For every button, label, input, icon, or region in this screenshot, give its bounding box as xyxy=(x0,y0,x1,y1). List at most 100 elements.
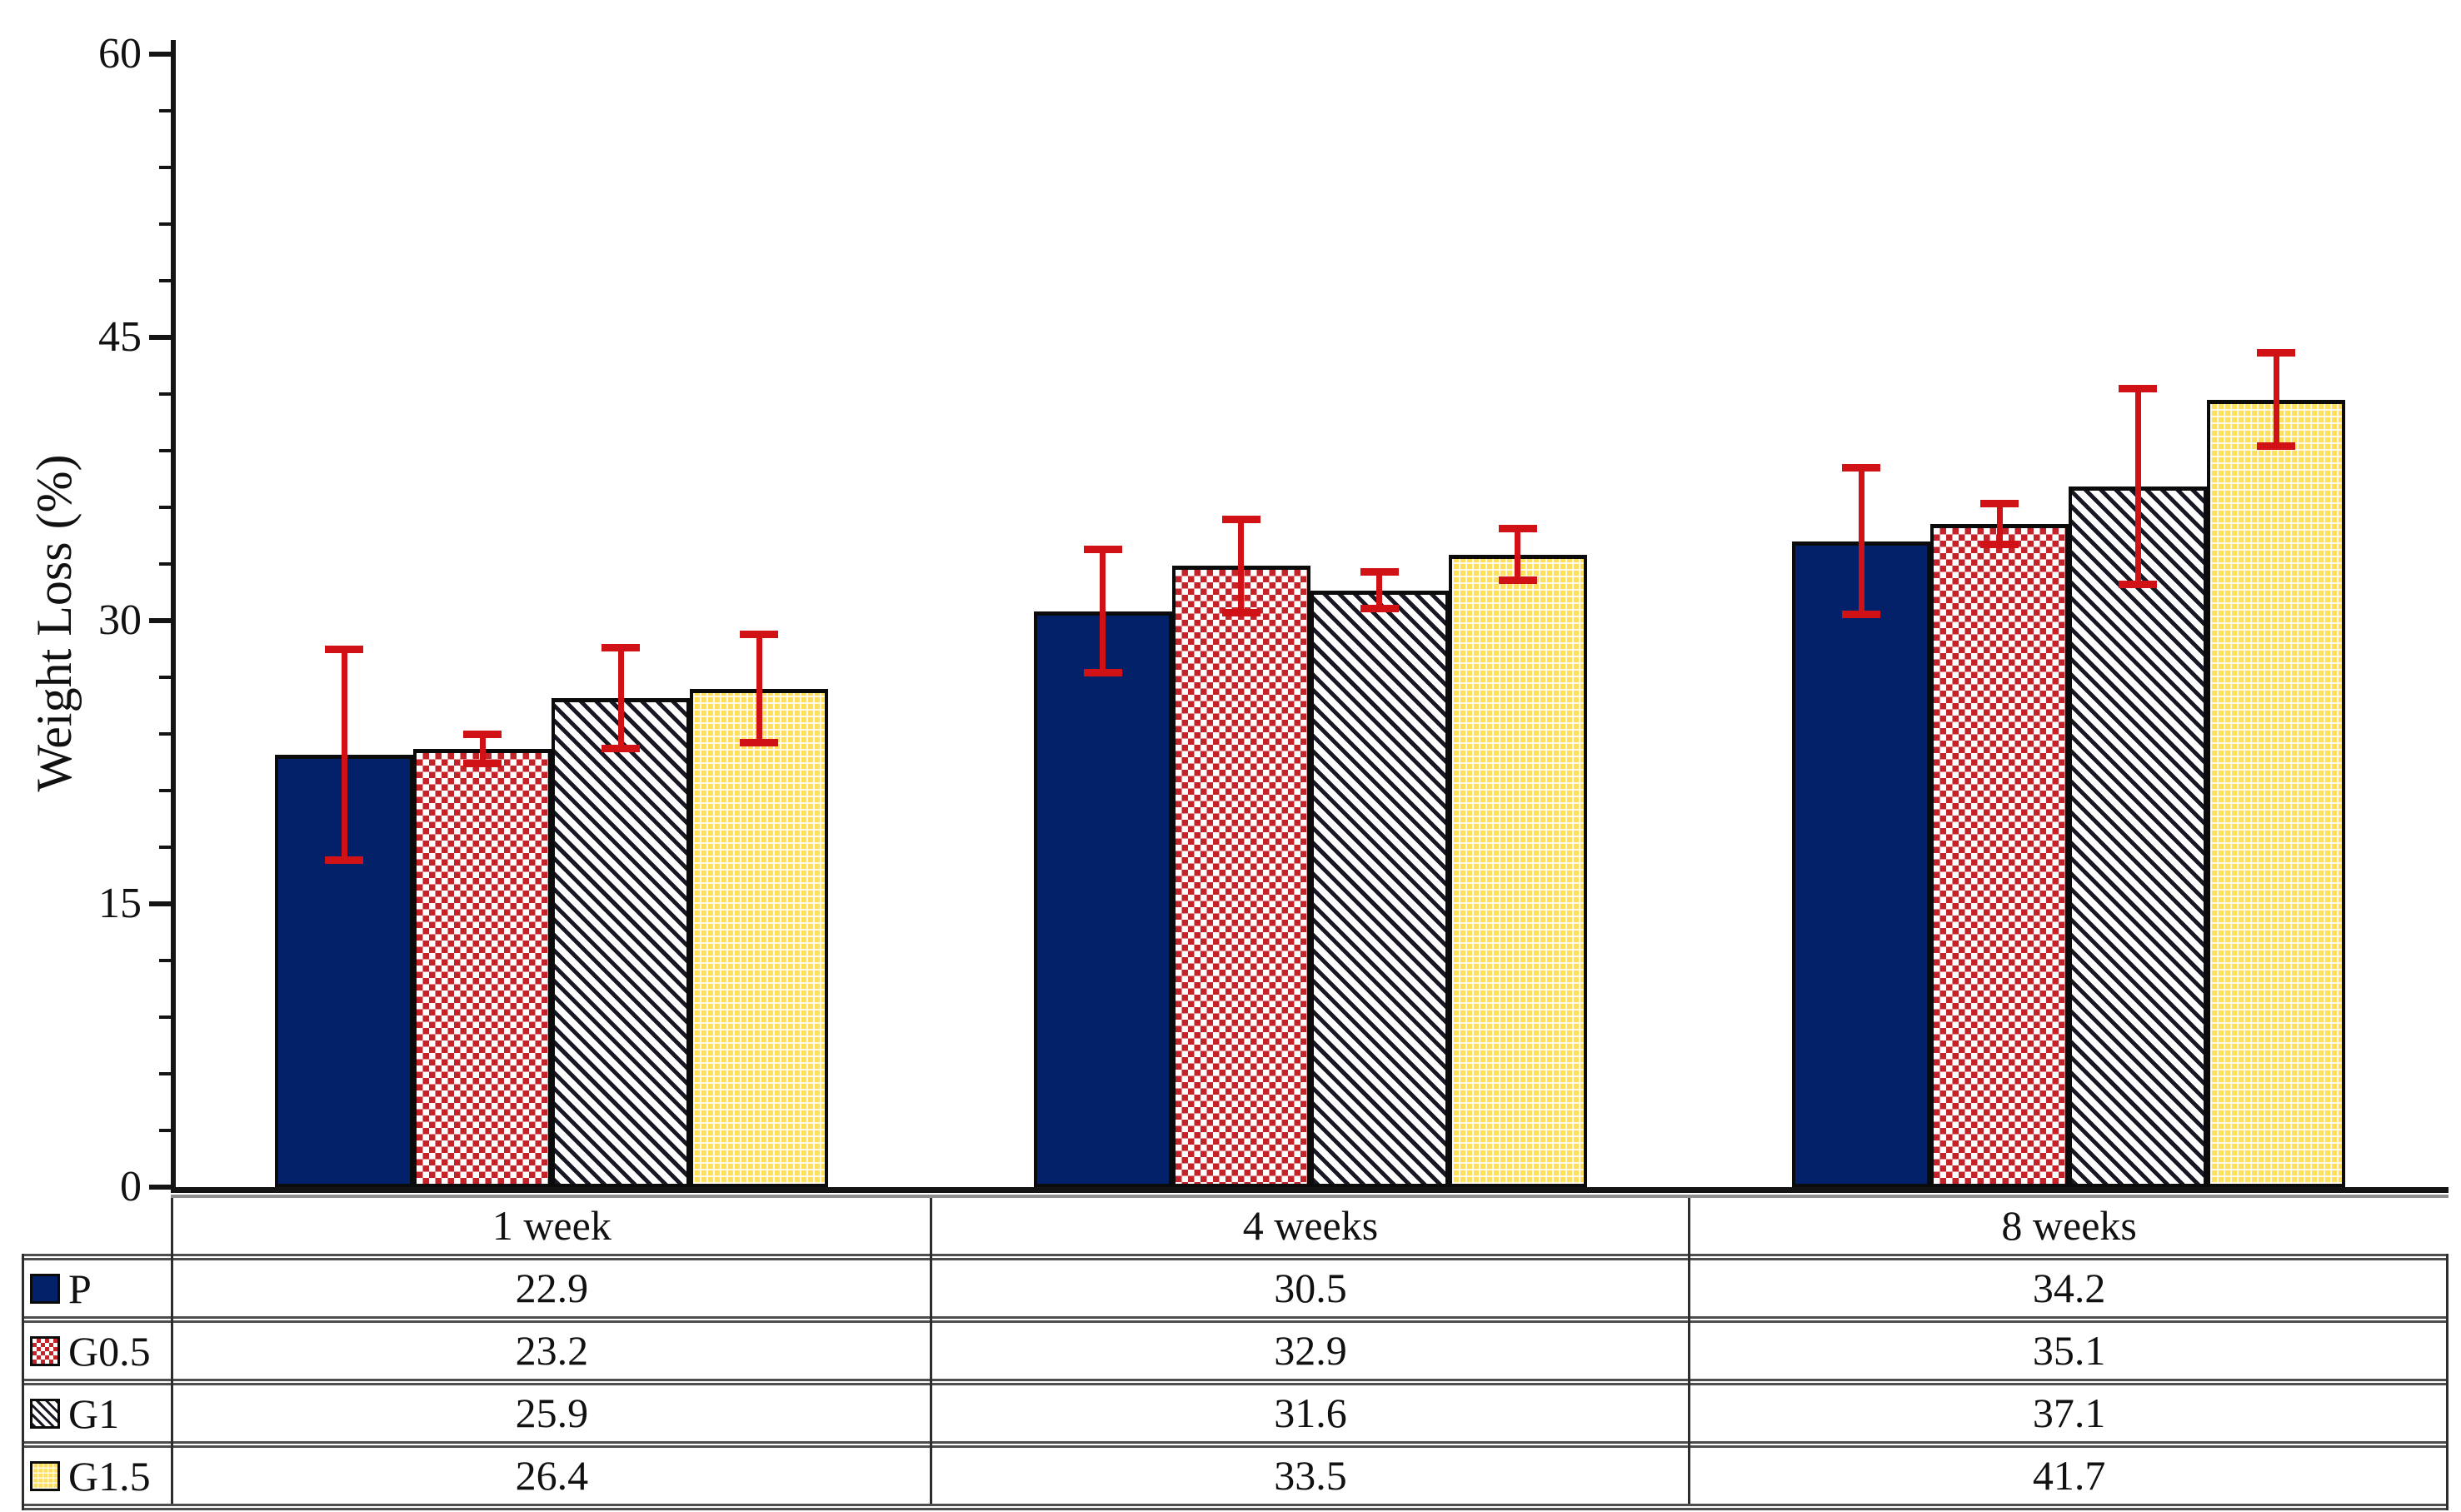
error-bar-P-8 weeks xyxy=(1858,467,1864,616)
legend-label: G1.5 xyxy=(68,1453,151,1500)
table-right-border xyxy=(2446,1254,2449,1510)
table-value-cell: 26.4 xyxy=(515,1452,589,1499)
y-major-tick xyxy=(149,901,171,906)
error-cap-bottom xyxy=(1980,541,2019,549)
bar-P-4 weeks xyxy=(1033,611,1172,1187)
table-value-cell: 34.2 xyxy=(2032,1265,2106,1311)
y-minor-tick xyxy=(159,958,171,962)
error-cap-top xyxy=(463,730,502,738)
y-minor-tick xyxy=(159,731,171,736)
table-value-cell: 32.9 xyxy=(1274,1327,1347,1374)
legend-label: P xyxy=(68,1265,92,1312)
error-cap-bottom xyxy=(1221,608,1260,616)
legend-swatch-G1.5 xyxy=(30,1461,60,1491)
y-minor-tick xyxy=(159,165,171,169)
table-legend-cell-G0.5: G0.5 xyxy=(30,1324,172,1379)
error-bar-P-1 week xyxy=(341,648,347,861)
y-minor-tick xyxy=(159,392,171,396)
table-horizontal-border xyxy=(22,1441,2449,1448)
x-axis-line xyxy=(171,1187,2449,1193)
table-legend-cell-G1.5: G1.5 xyxy=(30,1449,172,1504)
error-bar-G0.5-4 weeks xyxy=(1238,518,1245,613)
legend-swatch-P xyxy=(30,1274,60,1304)
error-cap-bottom xyxy=(1842,611,1881,619)
error-bar-G1.5-1 week xyxy=(756,633,762,744)
error-bar-G0.5-1 week xyxy=(479,733,486,765)
y-major-tick xyxy=(149,617,171,623)
bar-G1.5-4 weeks xyxy=(1448,554,1587,1187)
table-column-divider xyxy=(171,1198,173,1504)
y-tick-label: 0 xyxy=(120,1163,142,1210)
bar-G1.5-8 weeks xyxy=(2207,399,2346,1187)
y-tick-label: 15 xyxy=(98,879,142,927)
y-major-tick xyxy=(149,334,171,340)
error-bar-G1.5-4 weeks xyxy=(1515,527,1521,581)
error-cap-top xyxy=(325,645,363,653)
table-value-cell: 30.5 xyxy=(1274,1265,1347,1311)
table-value-cell: 35.1 xyxy=(2032,1327,2106,1374)
y-minor-tick xyxy=(159,1128,171,1132)
error-cap-top xyxy=(1980,500,2019,508)
error-cap-top xyxy=(1842,464,1881,472)
table-horizontal-border xyxy=(22,1379,2449,1385)
error-cap-top xyxy=(1083,545,1122,553)
y-minor-tick xyxy=(159,108,171,112)
y-major-tick xyxy=(149,1185,171,1190)
table-value-cell: 33.5 xyxy=(1274,1452,1347,1499)
error-cap-bottom xyxy=(740,739,778,747)
error-cap-top xyxy=(1360,568,1399,576)
bar-G0.5-4 weeks xyxy=(1171,566,1310,1187)
error-bar-G0.5-8 weeks xyxy=(1996,503,2003,546)
error-bar-G1.5-8 weeks xyxy=(2273,352,2279,447)
error-cap-bottom xyxy=(1083,669,1122,677)
y-minor-tick xyxy=(159,505,171,509)
error-cap-top xyxy=(2257,349,2296,357)
bar-G1-1 week xyxy=(552,697,690,1187)
y-minor-tick xyxy=(159,448,171,452)
legend-swatch-G0.5 xyxy=(30,1336,60,1366)
y-tick-label: 30 xyxy=(98,596,142,644)
table-column-divider xyxy=(1688,1198,1691,1504)
error-bar-P-4 weeks xyxy=(1100,548,1106,674)
table-value-cell: 22.9 xyxy=(515,1265,589,1311)
error-cap-top xyxy=(1221,515,1260,523)
table-value-cell: 41.7 xyxy=(2032,1452,2106,1499)
error-cap-top xyxy=(2119,385,2158,393)
error-bar-G1-1 week xyxy=(617,646,624,750)
legend-swatch-G1 xyxy=(30,1399,60,1429)
y-minor-tick xyxy=(159,675,171,679)
y-minor-tick xyxy=(159,278,171,282)
x-category-label: 8 weeks xyxy=(2001,1202,2137,1249)
error-cap-top xyxy=(602,643,640,651)
error-cap-bottom xyxy=(2119,580,2158,588)
error-cap-bottom xyxy=(2257,442,2296,451)
table-legend-cell-P: P xyxy=(30,1261,172,1316)
y-minor-tick xyxy=(159,1015,171,1019)
y-minor-tick xyxy=(159,1071,171,1075)
y-tick-label: 60 xyxy=(98,29,142,77)
table-left-border xyxy=(22,1254,24,1510)
error-cap-top xyxy=(1498,524,1537,532)
error-cap-bottom xyxy=(602,745,640,753)
error-bar-G1-4 weeks xyxy=(1376,571,1383,610)
legend-label: G1 xyxy=(68,1390,120,1437)
table-horizontal-border xyxy=(22,1254,2449,1260)
error-cap-bottom xyxy=(463,760,502,768)
y-minor-tick xyxy=(159,222,171,226)
legend-label: G0.5 xyxy=(68,1328,151,1375)
table-value-cell: 31.6 xyxy=(1274,1390,1347,1436)
bar-G1.5-1 week xyxy=(690,688,828,1187)
table-horizontal-border xyxy=(22,1504,2449,1510)
y-tick-label: 45 xyxy=(98,312,142,361)
table-value-cell: 23.2 xyxy=(515,1327,589,1374)
bar-G0.5-1 week xyxy=(413,749,552,1187)
x-category-label: 4 weeks xyxy=(1242,1202,1379,1249)
error-cap-bottom xyxy=(1360,605,1399,613)
table-column-divider xyxy=(929,1198,932,1504)
x-axis-shadow-line xyxy=(171,1195,2449,1198)
bar-G0.5-8 weeks xyxy=(1930,524,2069,1187)
error-cap-top xyxy=(740,630,778,638)
y-axis-line xyxy=(171,40,176,1193)
error-bar-G1-8 weeks xyxy=(2134,388,2141,585)
